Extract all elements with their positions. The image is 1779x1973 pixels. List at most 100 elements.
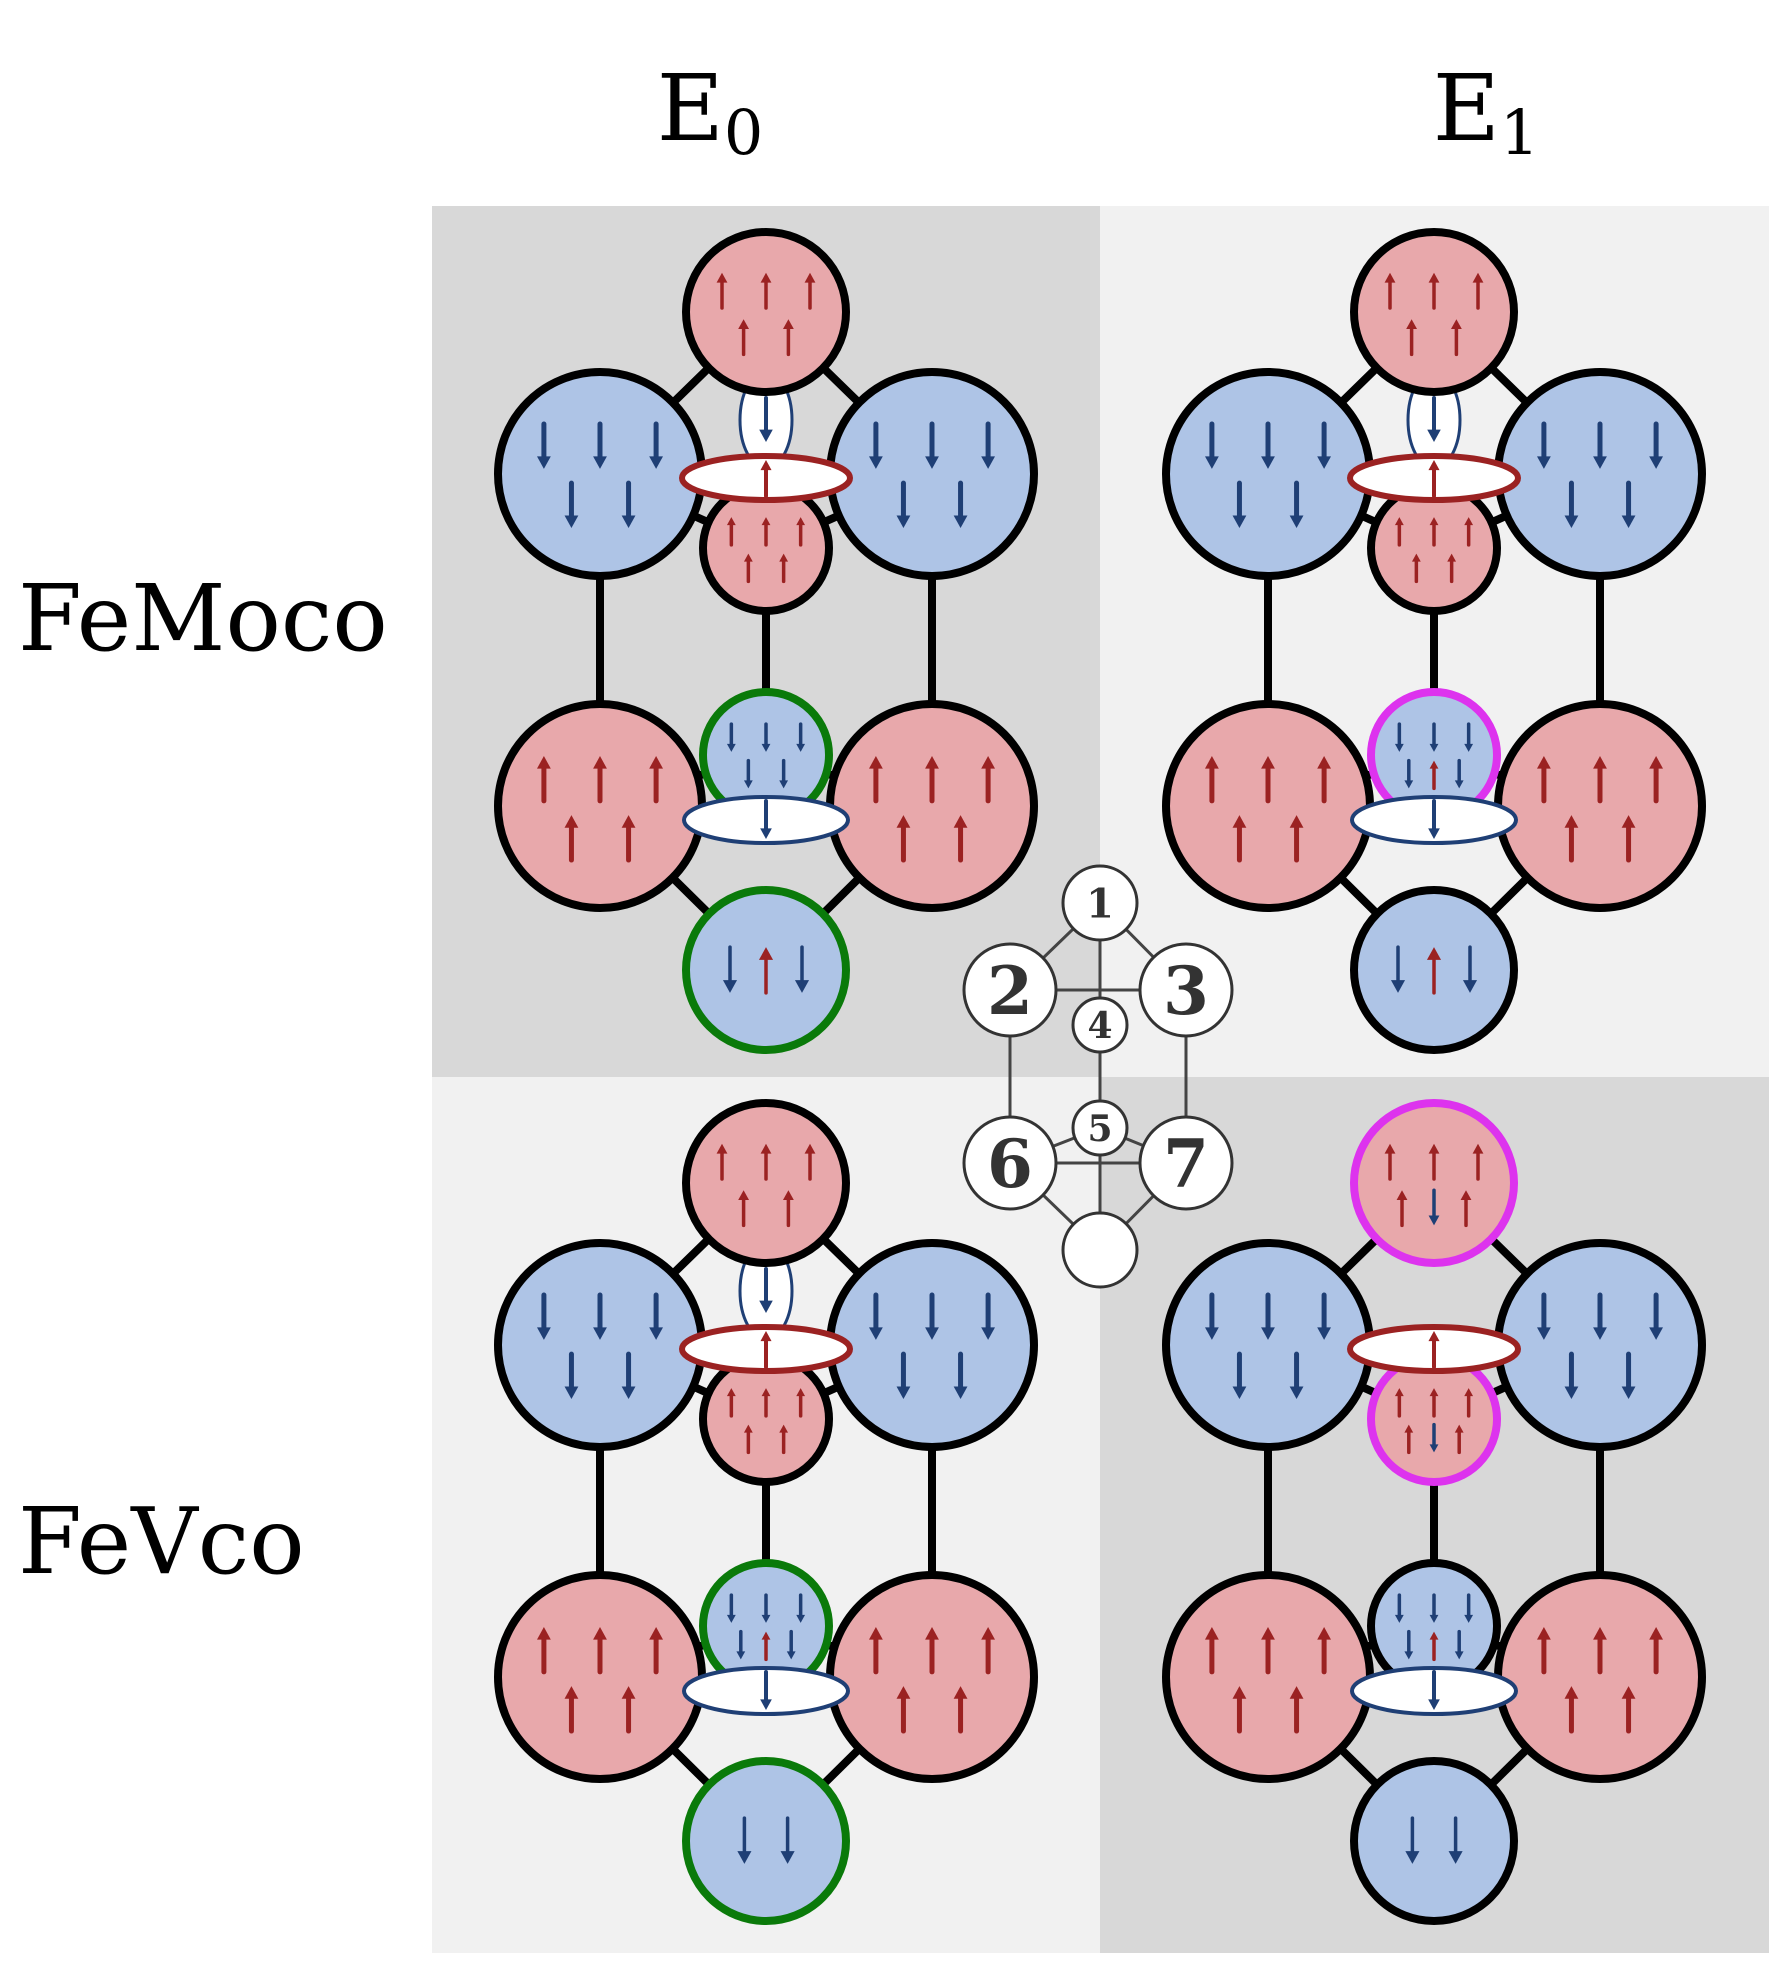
upper-bond-ellipse <box>1347 1324 1521 1374</box>
spin-down-arrow <box>1261 421 1275 469</box>
spin-up-arrow <box>1536 1627 1551 1675</box>
key-node-k7: 7 <box>1138 1115 1234 1211</box>
panels <box>432 206 1769 1953</box>
spin-up-arrow <box>1204 1627 1219 1675</box>
spin-down-arrow <box>621 480 636 529</box>
spin-down-arrow <box>925 421 939 469</box>
spin-up-arrow <box>593 1627 607 1675</box>
spin-down-arrow <box>1593 421 1607 469</box>
site-circle <box>826 700 1038 912</box>
site-2 <box>494 1239 706 1451</box>
spin-down-arrow <box>1649 1292 1664 1340</box>
site-circle <box>1367 1352 1501 1486</box>
site-4 <box>1367 481 1501 615</box>
row-label-femoco: FeMoco <box>18 565 388 672</box>
key-node-label: 7 <box>1163 1125 1209 1203</box>
spin-up-arrow <box>761 517 771 547</box>
panel-fevco-e0 <box>432 1077 1100 1953</box>
vertical-bond-arrow <box>1427 396 1441 442</box>
column-label-e0-name: E <box>657 55 724 162</box>
site-1 <box>1350 228 1518 396</box>
spin-up-arrow <box>649 756 664 804</box>
site-circle <box>826 1571 1038 1783</box>
lower-bond-ellipse <box>682 795 850 845</box>
site-3 <box>1494 368 1706 580</box>
spin-up-arrow <box>1204 756 1219 804</box>
key-node-circle <box>1138 942 1234 1038</box>
spin-up-arrow <box>1429 1631 1439 1662</box>
row-label-fevco: FeVco <box>18 1488 305 1595</box>
spin-up-arrow <box>782 319 794 357</box>
spin-up-arrow <box>1429 517 1439 547</box>
spin-down-arrow <box>736 1629 746 1660</box>
spin-up-arrow <box>1564 815 1579 863</box>
spin-down-arrow <box>564 480 579 529</box>
spin-down-arrow <box>953 480 968 529</box>
key-node-k1: 1 <box>1061 864 1139 942</box>
site-1 <box>682 228 850 396</box>
spin-down-arrow <box>1464 1593 1474 1623</box>
spin-down-arrow <box>649 1292 664 1340</box>
key-node-circle <box>1138 1115 1234 1211</box>
spin-up-arrow <box>726 517 736 547</box>
key-node-label: 4 <box>1087 1005 1112 1047</box>
spin-down-arrow <box>1429 722 1439 752</box>
lower-bond-ellipse <box>1350 1666 1518 1716</box>
spin-down-arrow <box>593 421 607 469</box>
spin-up-arrow <box>1232 815 1247 863</box>
site-circle <box>682 1757 850 1925</box>
spin-up-arrow <box>1621 1686 1636 1734</box>
site-6 <box>494 700 706 912</box>
spin-down-arrow <box>981 421 996 469</box>
spin-up-arrow <box>716 272 728 310</box>
spin-down-arrow <box>868 421 883 469</box>
spin-down-arrow <box>779 758 789 789</box>
key-node-k4: 4 <box>1071 996 1129 1054</box>
upper-bond-arrow <box>1428 1331 1440 1369</box>
spin-up-arrow <box>779 553 789 584</box>
spin-down-arrow <box>536 421 551 469</box>
site-7 <box>1494 1571 1706 1783</box>
site-8 <box>682 886 850 1054</box>
key-node-k8 <box>1061 1211 1139 1289</box>
spin-down-arrow <box>1261 1292 1275 1340</box>
spin-up-arrow <box>1464 517 1474 547</box>
vertical-bond-arrow <box>759 396 773 442</box>
panel-femoco-e1 <box>1100 206 1769 1077</box>
spin-up-arrow <box>896 815 911 863</box>
column-label-e0-sub: 0 <box>724 96 763 169</box>
key-node-label: 2 <box>987 952 1033 1030</box>
lower-bond-arrow <box>760 1670 772 1710</box>
spin-down-arrow <box>761 722 771 752</box>
site-8 <box>682 1757 850 1925</box>
site-circle <box>494 1571 706 1783</box>
spin-down-arrow <box>726 722 736 752</box>
spin-up-arrow <box>1411 553 1421 584</box>
spin-down-arrow <box>1429 1422 1439 1453</box>
key-node-k3: 3 <box>1138 942 1234 1038</box>
spin-down-arrow <box>1593 1292 1607 1340</box>
key-node-circle <box>1061 1211 1139 1289</box>
spin-down-arrow <box>1448 1816 1463 1864</box>
site-circle <box>682 1099 850 1267</box>
key-node-label: 1 <box>1086 880 1114 927</box>
site-circle <box>1494 1571 1706 1783</box>
site-circle <box>1162 1239 1374 1451</box>
spin-down-arrow <box>761 1593 771 1623</box>
site-3 <box>826 368 1038 580</box>
spin-down-arrow <box>621 1351 636 1400</box>
site-1 <box>682 1099 850 1267</box>
lower-bond-arrow <box>760 799 772 839</box>
spin-up-arrow <box>1429 1388 1439 1418</box>
spin-down-arrow <box>1428 1188 1440 1226</box>
spin-down-arrow <box>953 1351 968 1400</box>
spin-down-arrow <box>536 1292 551 1340</box>
lower-bond-ellipse <box>682 1666 850 1716</box>
spin-up-arrow <box>779 1424 789 1455</box>
site-circle <box>699 481 833 615</box>
spin-up-arrow <box>796 1388 806 1418</box>
upper-bond-arrow <box>1428 460 1440 498</box>
spin-up-arrow <box>1429 760 1439 791</box>
site-2 <box>1162 368 1374 580</box>
spin-down-arrow <box>796 1593 806 1623</box>
